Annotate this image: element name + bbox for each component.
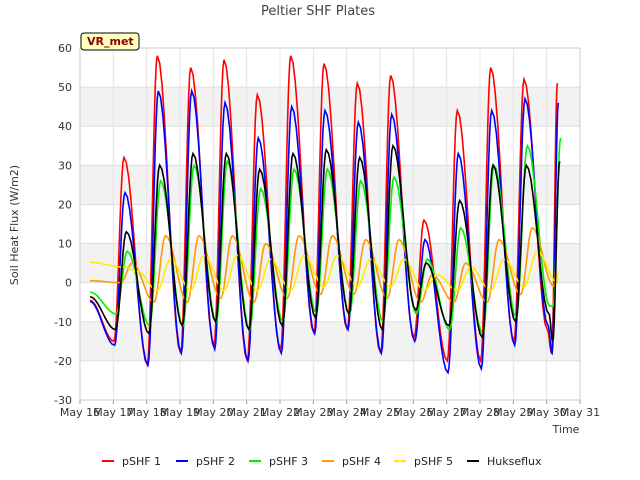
x-tick-label: May 31 xyxy=(560,406,600,419)
x-tick-label: May 26 xyxy=(393,406,433,419)
y-tick-label: 40 xyxy=(58,120,72,133)
legend-label: pSHF 2 xyxy=(196,455,235,468)
series-line-pshf-4 xyxy=(89,226,557,304)
x-tick-label: May 30 xyxy=(527,406,567,419)
x-tick-label: May 21 xyxy=(227,406,267,419)
x-tick-label: May 17 xyxy=(93,406,133,419)
y-tick-label: 30 xyxy=(58,159,72,172)
y-tick-label: 0 xyxy=(65,277,72,290)
legend-label: pSHF 3 xyxy=(269,455,308,468)
x-tick-label: May 19 xyxy=(160,406,200,419)
x-tick-label: May 27 xyxy=(427,406,467,419)
x-tick-label: May 16 xyxy=(60,406,100,419)
y-tick-label: 10 xyxy=(58,238,72,251)
x-tick-label: May 24 xyxy=(327,406,367,419)
plot-frame xyxy=(79,47,581,401)
x-tick-label: May 18 xyxy=(127,406,167,419)
chart-title: Peltier SHF Plates xyxy=(261,4,375,19)
x-tick-label: May 28 xyxy=(460,406,500,419)
y-tick-label: 20 xyxy=(58,198,72,211)
legend-label: pSHF 5 xyxy=(414,455,453,468)
x-tick-label: May 29 xyxy=(493,406,533,419)
plot-band xyxy=(80,321,580,361)
y-tick-label: 60 xyxy=(58,42,72,55)
y-axis-label: Soil Heat Flux (W/m2) xyxy=(8,165,21,285)
x-tick-label: May 23 xyxy=(293,406,333,419)
y-tick-label: 50 xyxy=(58,81,72,94)
vr-met-badge: VR_met xyxy=(80,32,140,51)
y-tick-label: -10 xyxy=(54,316,72,329)
badge-label: VR_met xyxy=(87,35,134,48)
y-tick-label: -20 xyxy=(54,355,72,368)
x-tick-label: May 20 xyxy=(193,406,233,419)
x-tick-label: May 22 xyxy=(260,406,300,419)
y-axis-ticks: -30 -20 -10 0 10 20 30 40 50 60 xyxy=(54,42,72,407)
series-line-hukseflux xyxy=(89,143,561,344)
legend-label: pSHF 4 xyxy=(342,455,381,468)
y-tick-label: -30 xyxy=(54,394,72,407)
x-axis-label: Time xyxy=(552,423,580,436)
legend: pSHF 1 pSHF 2 pSHF 3 pSHF 4 pSHF 5 Hukseflux xyxy=(102,455,542,468)
series-line-pshf-5 xyxy=(89,250,559,292)
x-tick-label: May 25 xyxy=(360,406,400,419)
series-lines xyxy=(89,55,562,375)
legend-label: pSHF 1 xyxy=(122,455,161,468)
legend-label: Hukseflux xyxy=(487,455,542,468)
